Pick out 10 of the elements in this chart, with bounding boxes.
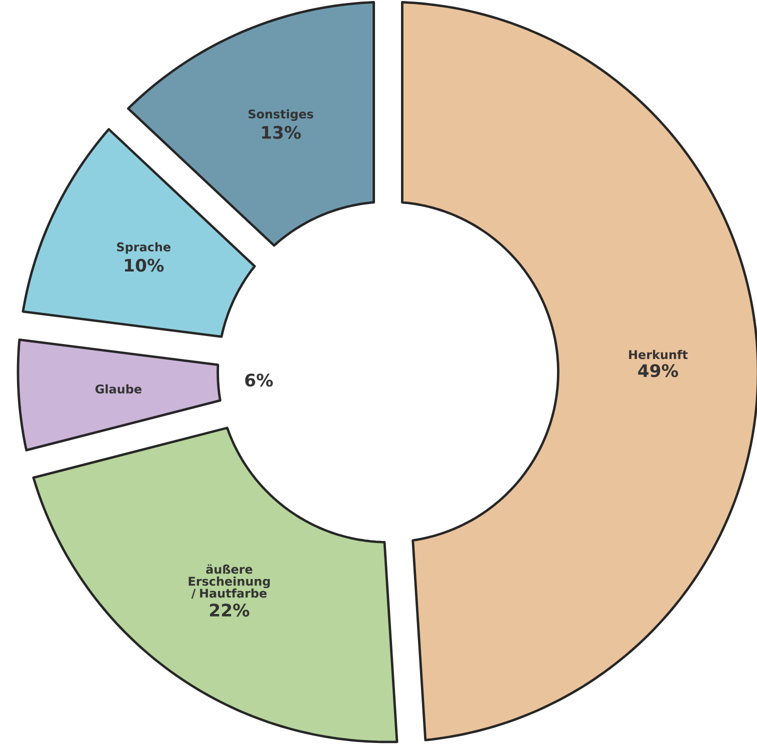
slice-label: Glaube bbox=[95, 384, 142, 394]
data-label: 49% bbox=[638, 364, 678, 378]
data-label: 22% bbox=[210, 604, 250, 617]
data-label: 6% bbox=[245, 374, 273, 387]
data-label: 10% bbox=[124, 258, 164, 272]
slice-label: äußere Erscheinung / Hautfarbe bbox=[188, 564, 270, 599]
slice-label: Herkunft bbox=[629, 350, 688, 360]
data-label: 13% bbox=[262, 126, 301, 139]
slice-label: Sonstiges bbox=[248, 109, 314, 121]
slice-label: Sprache bbox=[117, 242, 170, 254]
